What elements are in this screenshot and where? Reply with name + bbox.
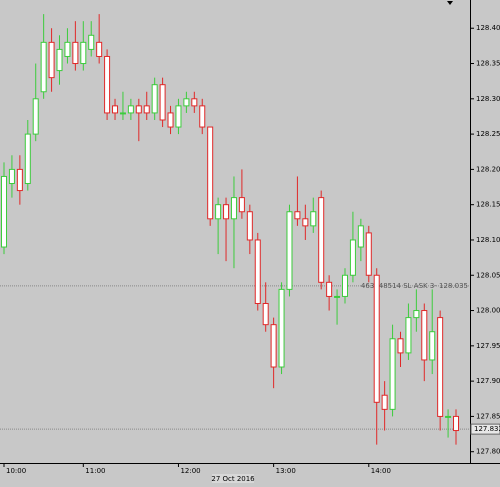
- candle-body: [80, 41, 87, 65]
- candle-body: [175, 105, 182, 128]
- y-tick-label: 127.95: [476, 342, 500, 350]
- candle-body: [357, 225, 364, 248]
- candle-body: [88, 34, 95, 50]
- candle-body: [48, 41, 55, 79]
- candle-body: [413, 310, 420, 319]
- y-tick-label: 128.05: [476, 271, 500, 279]
- candle-body: [429, 331, 436, 361]
- date-box: [212, 474, 254, 483]
- y-tick-label: 128.20: [476, 165, 500, 173]
- candle-body: [159, 84, 166, 121]
- y-tick-label: 128.40: [476, 24, 500, 32]
- candle-body: [373, 274, 380, 403]
- candle-body: [167, 112, 174, 128]
- scroll-marker: [447, 1, 453, 5]
- candle-body: [191, 98, 198, 107]
- candle-body: [294, 211, 301, 220]
- x-tick-label: 14:00: [371, 467, 391, 475]
- y-tick-label: 128.25: [476, 130, 500, 138]
- candle-body: [119, 112, 126, 115]
- candle-body: [199, 105, 206, 128]
- candle-body: [112, 105, 119, 114]
- candle-body: [8, 168, 15, 185]
- candle-body: [326, 281, 333, 297]
- y-tick-label: 128.15: [476, 201, 500, 209]
- candle-body: [262, 302, 269, 326]
- candle-body: [286, 211, 293, 290]
- candle-body: [437, 317, 444, 417]
- candle-body: [72, 41, 79, 65]
- y-tick-label: 128.30: [476, 95, 500, 103]
- candle-body: [365, 232, 372, 276]
- candle-body: [349, 239, 356, 276]
- candle-body: [310, 211, 317, 227]
- candle-body: [143, 105, 150, 114]
- y-tick-label: 127.80: [476, 448, 500, 456]
- candle-body: [278, 288, 285, 368]
- candle-body: [246, 211, 253, 241]
- candle-body: [397, 338, 404, 354]
- candle-body: [341, 274, 348, 297]
- candle-body: [445, 415, 452, 418]
- candle-body: [389, 338, 396, 410]
- candle-body: [254, 239, 261, 304]
- x-tick-label: 13:00: [276, 467, 296, 475]
- x-tick-label: 11:00: [85, 467, 105, 475]
- candle-body: [16, 168, 23, 192]
- candle-body: [223, 204, 230, 220]
- y-tick-label: 128.35: [476, 60, 500, 68]
- x-tick-label: 12:00: [180, 467, 200, 475]
- y-tick-label: 127.90: [476, 377, 500, 385]
- candle-body: [24, 133, 31, 185]
- candle-body: [183, 98, 190, 107]
- candle-body: [104, 55, 111, 114]
- candle-body: [1, 175, 7, 248]
- candle-body: [238, 197, 245, 213]
- y-tick-label: 128.00: [476, 307, 500, 315]
- candle-body: [302, 218, 309, 227]
- candle-body: [381, 394, 388, 410]
- price-label: 127.832: [474, 425, 500, 433]
- candle-body: [421, 310, 428, 361]
- candle-body: [207, 126, 214, 220]
- y-tick-label: 127.85: [476, 412, 500, 420]
- candle-body: [56, 48, 63, 72]
- candle-body: [32, 98, 39, 135]
- candle-body: [96, 41, 103, 57]
- candle-body: [405, 317, 412, 354]
- candle-body: [64, 41, 71, 57]
- date-label: 27 Oct 2016: [211, 475, 255, 483]
- candle-body: [334, 295, 341, 298]
- candle-body: [215, 204, 222, 220]
- candle-body: [453, 415, 460, 432]
- candle-body: [135, 105, 142, 114]
- candle-body: [127, 105, 134, 114]
- y-tick-label: 128.10: [476, 236, 500, 244]
- candle-body: [270, 324, 277, 368]
- candle-body: [318, 197, 325, 283]
- order-label: 463948514 SL ASK 3- 128.035: [361, 282, 468, 290]
- candle-body: [151, 84, 158, 114]
- x-tick-label: 10:00: [6, 467, 26, 475]
- candle-body: [230, 197, 237, 220]
- candle-body: [40, 41, 47, 93]
- price-box: [470, 423, 500, 435]
